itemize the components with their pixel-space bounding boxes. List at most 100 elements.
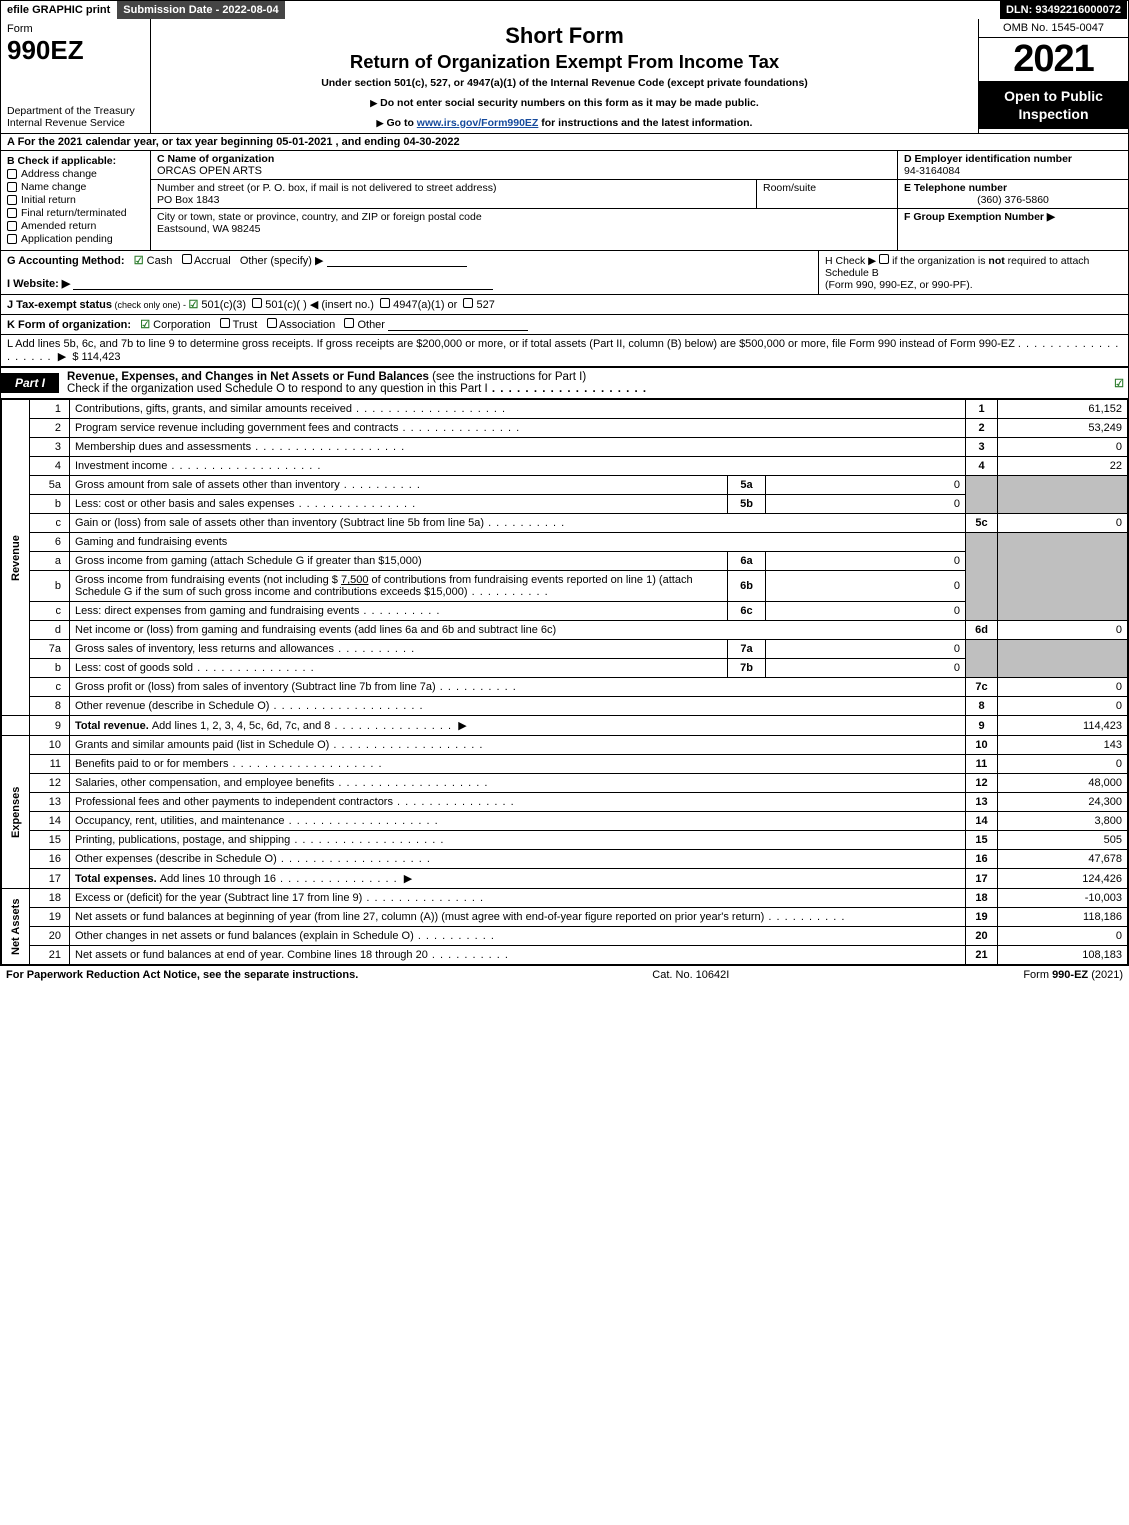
- checkbox-icon[interactable]: [220, 318, 230, 328]
- line-desc: Investment income: [70, 457, 966, 476]
- line-7c: c Gross profit or (loss) from sales of i…: [2, 678, 1128, 697]
- checkbox-icon[interactable]: [380, 298, 390, 308]
- line-desc: Gross income from gaming (attach Schedul…: [70, 552, 728, 571]
- line-num: 9: [30, 716, 70, 736]
- ein-value: 94-3164084: [904, 165, 960, 177]
- line-value: 24,300: [998, 793, 1128, 812]
- cb-label: Address change: [21, 168, 97, 180]
- line-code: 15: [966, 831, 998, 850]
- checkbox-icon[interactable]: [463, 298, 473, 308]
- cb-amended-return[interactable]: Amended return: [7, 220, 144, 232]
- footer-mid: Cat. No. 10642I: [652, 969, 729, 981]
- other-input-line[interactable]: [327, 255, 467, 267]
- line-desc: Net assets or fund balances at beginning…: [70, 908, 966, 927]
- checkbox-icon: [7, 169, 17, 179]
- line-code: 14: [966, 812, 998, 831]
- line-6c: c Less: direct expenses from gaming and …: [2, 602, 1128, 621]
- arrow-icon: ▶: [58, 351, 66, 363]
- part-i-checkbox[interactable]: ☑: [1110, 377, 1128, 390]
- line-value: 0: [998, 621, 1128, 640]
- form-container: efile GRAPHIC print Submission Date - 20…: [0, 0, 1129, 966]
- line-code: 6d: [966, 621, 998, 640]
- short-form-title: Short Form: [157, 23, 972, 49]
- cb-name-change[interactable]: Name change: [7, 181, 144, 193]
- line-value: 61,152: [998, 400, 1128, 419]
- line-num: b: [30, 495, 70, 514]
- line-20: 20 Other changes in net assets or fund b…: [2, 927, 1128, 946]
- dots: [488, 383, 647, 395]
- row-i: I Website: ▶: [7, 277, 812, 290]
- sub-line-value: 0: [766, 552, 966, 571]
- checkbox-icon: [7, 234, 17, 244]
- line-value: 143: [998, 736, 1128, 755]
- checkbox-icon[interactable]: [267, 318, 277, 328]
- line-18: Net Assets 18 Excess or (deficit) for th…: [2, 889, 1128, 908]
- ein-cell: D Employer identification number 94-3164…: [898, 151, 1128, 180]
- row-l: L Add lines 5b, 6c, and 7b to line 9 to …: [1, 335, 1128, 367]
- return-title: Return of Organization Exempt From Incom…: [157, 51, 972, 73]
- line-desc: Less: cost or other basis and sales expe…: [70, 495, 728, 514]
- goto-instruction: Go to www.irs.gov/Form990EZ for instruct…: [157, 117, 972, 129]
- line-desc: Gaming and fundraising events: [70, 533, 966, 552]
- form-word: Form: [7, 23, 144, 35]
- line-9: 9 Total revenue. Add lines 1, 2, 3, 4, 5…: [2, 716, 1128, 736]
- cb-initial-return[interactable]: Initial return: [7, 194, 144, 206]
- cb-application-pending[interactable]: Application pending: [7, 233, 144, 245]
- line-4: 4 Investment income 4 22: [2, 457, 1128, 476]
- checkbox-icon[interactable]: [252, 298, 262, 308]
- tel-value: (360) 376-5860: [904, 194, 1122, 206]
- line-num: 10: [30, 736, 70, 755]
- efile-print-label[interactable]: efile GRAPHIC print: [1, 1, 117, 19]
- row-a-tax-year: A For the 2021 calendar year, or tax yea…: [1, 134, 1128, 151]
- h-not: not: [988, 255, 1004, 267]
- website-input-line[interactable]: [73, 278, 493, 290]
- top-bar: efile GRAPHIC print Submission Date - 20…: [1, 1, 1128, 19]
- line-num: 15: [30, 831, 70, 850]
- city-label: City or town, state or province, country…: [157, 211, 482, 223]
- cb-label: Application pending: [21, 233, 113, 245]
- checkbox-icon[interactable]: [344, 318, 354, 328]
- check-icon: ☑: [140, 319, 150, 331]
- line-11: 11 Benefits paid to or for members 11 0: [2, 755, 1128, 774]
- cb-address-change[interactable]: Address change: [7, 168, 144, 180]
- group-exemption-label: F Group Exemption Number ▶: [904, 211, 1055, 223]
- line-15: 15 Printing, publications, postage, and …: [2, 831, 1128, 850]
- k-other-input-line[interactable]: [388, 319, 528, 331]
- cb-label: Amended return: [21, 220, 96, 232]
- side-spacer: [2, 716, 30, 736]
- col-b-checkboxes: B Check if applicable: Address change Na…: [1, 151, 151, 250]
- line-19: 19 Net assets or fund balances at beginn…: [2, 908, 1128, 927]
- top-bar-spacer: [286, 1, 1000, 19]
- h-tail-3: (Form 990, 990-EZ, or 990-PF).: [825, 279, 973, 291]
- k-trust: Trust: [233, 319, 258, 331]
- checkbox-icon: [7, 208, 17, 218]
- sub-line-code: 5b: [728, 495, 766, 514]
- line-value: 0: [998, 438, 1128, 457]
- checkbox-icon[interactable]: [879, 254, 889, 264]
- line-code: 9: [966, 716, 998, 736]
- line-code: 7c: [966, 678, 998, 697]
- l-value: $ 114,423: [72, 351, 120, 363]
- contrib-amount: 7,500: [341, 574, 369, 586]
- line-value: 48,000: [998, 774, 1128, 793]
- line-value: 0: [998, 514, 1128, 533]
- line-code: 21: [966, 946, 998, 965]
- sub-line-code: 6c: [728, 602, 766, 621]
- org-name-cell: C Name of organization ORCAS OPEN ARTS: [151, 151, 897, 180]
- line-7b: b Less: cost of goods sold 7b 0: [2, 659, 1128, 678]
- line-num: 14: [30, 812, 70, 831]
- open-to-public: Open to Public Inspection: [979, 82, 1128, 129]
- line-num: 19: [30, 908, 70, 927]
- cb-final-return[interactable]: Final return/terminated: [7, 207, 144, 219]
- submission-date: Submission Date - 2022-08-04: [117, 1, 285, 19]
- line-num: 6: [30, 533, 70, 552]
- street-value: PO Box 1843: [157, 194, 219, 206]
- sub-line-code: 6a: [728, 552, 766, 571]
- checkbox-icon[interactable]: [182, 254, 192, 264]
- line-1: Revenue 1 Contributions, gifts, grants, …: [2, 400, 1128, 419]
- line-code: 18: [966, 889, 998, 908]
- goto-link[interactable]: www.irs.gov/Form990EZ: [417, 117, 539, 129]
- col-b-title: B Check if applicable:: [7, 155, 144, 167]
- row-h: H Check ▶ if the organization is not req…: [818, 251, 1128, 294]
- line-code: 5c: [966, 514, 998, 533]
